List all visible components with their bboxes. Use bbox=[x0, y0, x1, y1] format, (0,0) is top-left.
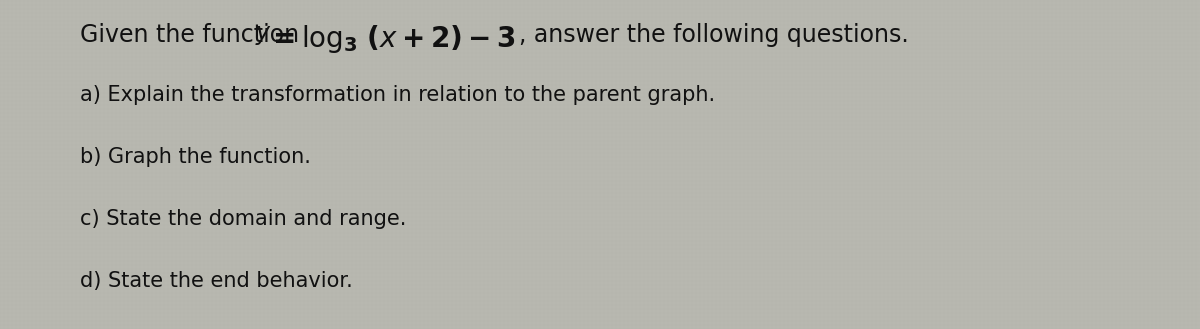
Text: a) Explain the transformation in relation to the parent graph.: a) Explain the transformation in relatio… bbox=[80, 85, 715, 105]
Text: c) State the domain and range.: c) State the domain and range. bbox=[80, 209, 407, 229]
Text: , answer the following questions.: , answer the following questions. bbox=[520, 23, 908, 47]
Text: Given the function: Given the function bbox=[80, 23, 299, 47]
Text: $\mathbf{= \log_3\,(\mathit{x}+2)-3}$: $\mathbf{= \log_3\,(\mathit{x}+2)-3}$ bbox=[266, 23, 515, 55]
Text: d) State the end behavior.: d) State the end behavior. bbox=[80, 271, 353, 291]
Text: $\bf{\it{y}}$: $\bf{\it{y}}$ bbox=[256, 23, 272, 47]
Text: b) Graph the function.: b) Graph the function. bbox=[80, 147, 311, 167]
